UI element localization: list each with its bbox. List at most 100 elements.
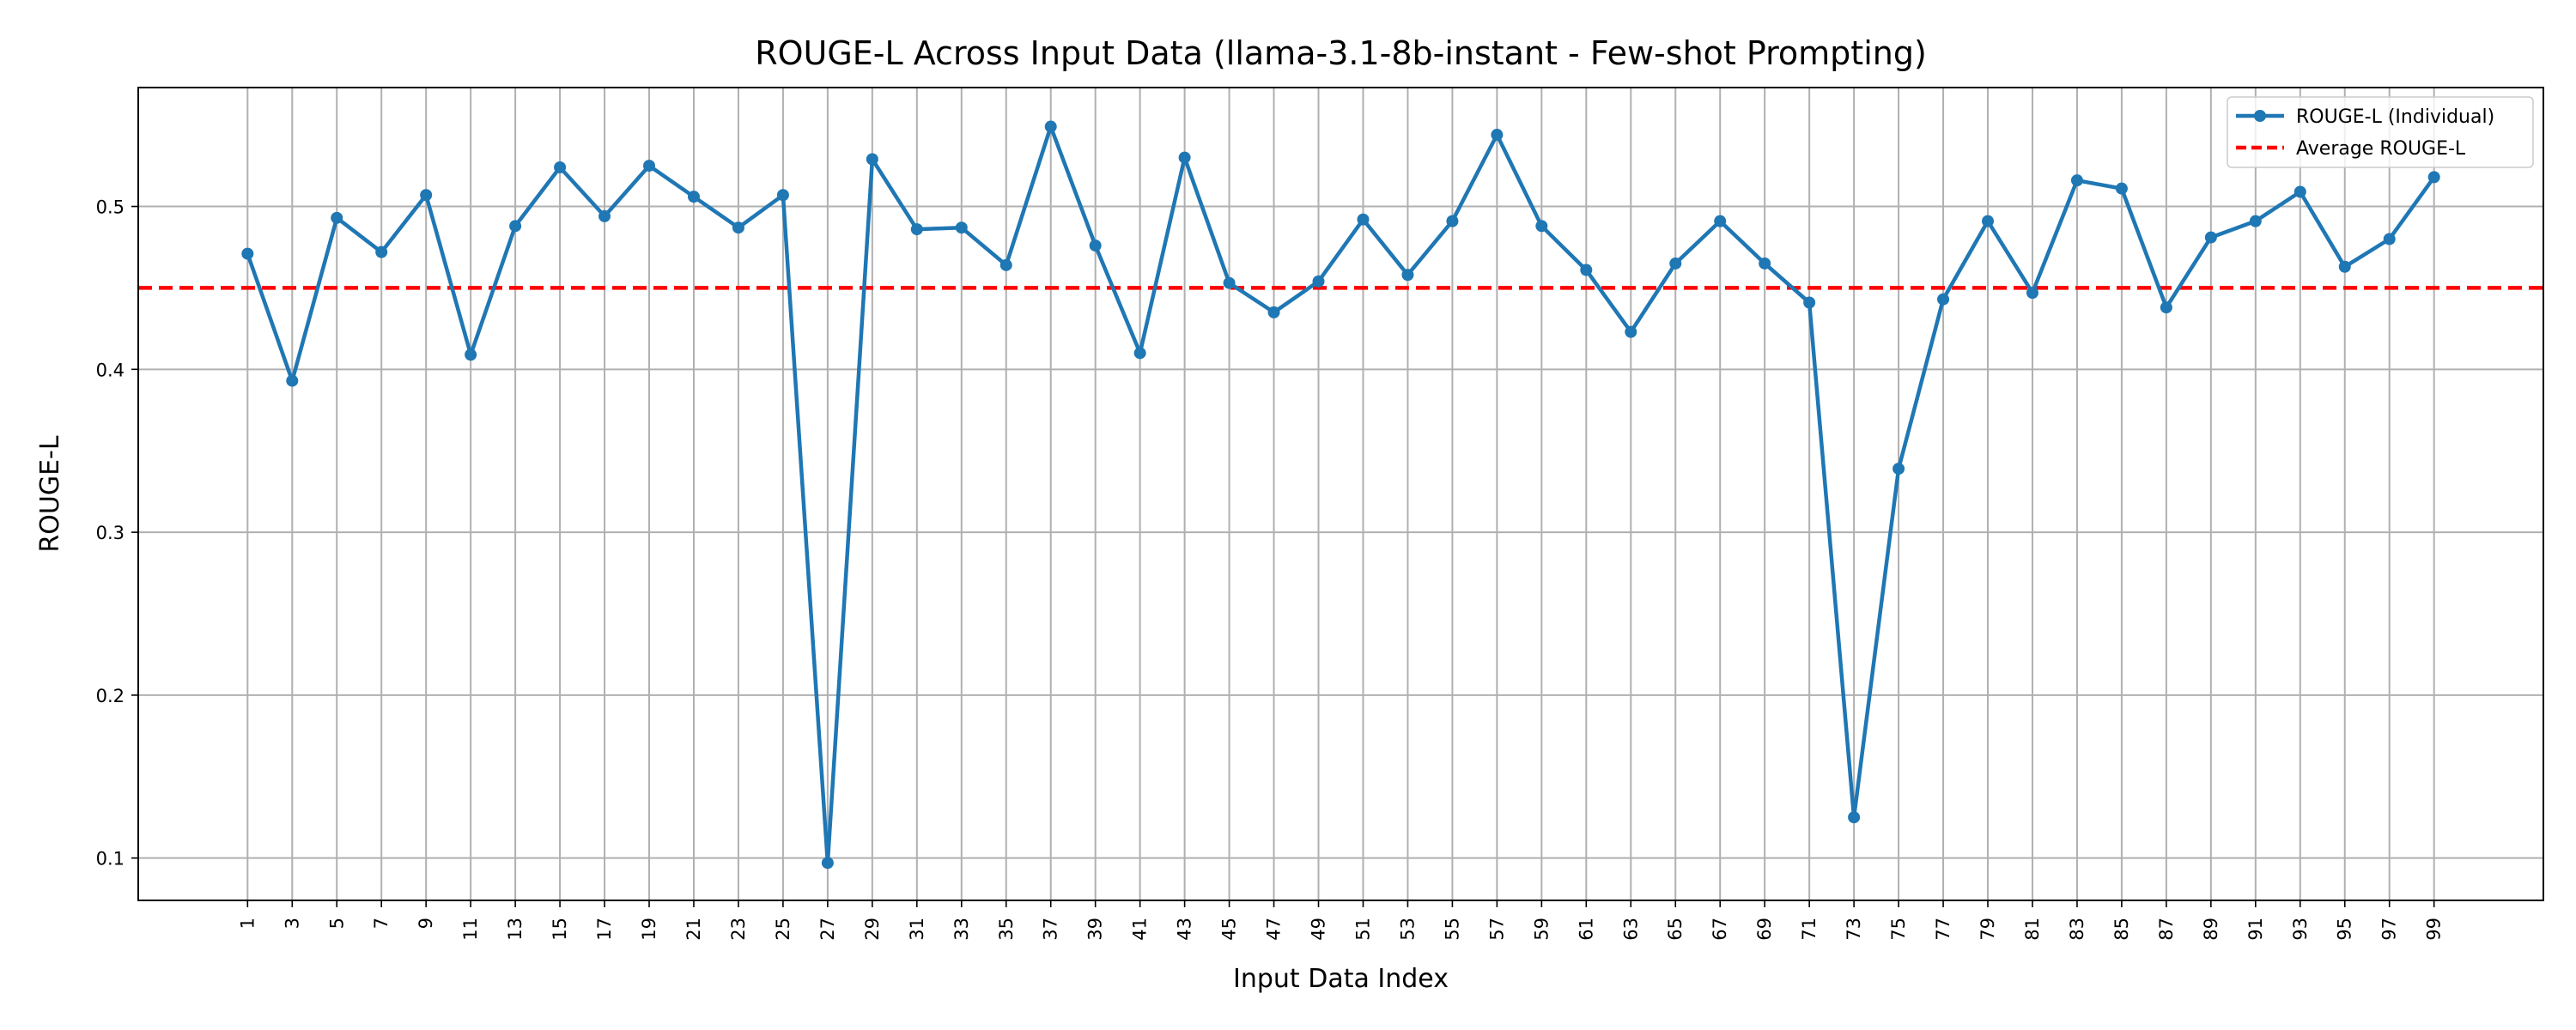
y-tick-label: 0.2	[96, 686, 125, 706]
data-point	[1669, 257, 1682, 270]
x-tick-label: 87	[2156, 918, 2177, 941]
x-tick-label: 17	[594, 918, 615, 941]
x-tick-label: 27	[817, 918, 838, 941]
data-point	[1223, 276, 1236, 289]
x-axis-ticks: 1 3 5 7 9 11 13 15 17 19 21 23 25 27 29 31 33 35 37 39 41 43 4…	[237, 900, 2445, 941]
data-point	[1848, 811, 1861, 824]
x-tick-label: 41	[1130, 918, 1151, 941]
data-point	[1267, 306, 1280, 318]
x-tick-label: 89	[2201, 918, 2221, 941]
data-point	[1580, 264, 1593, 276]
data-point	[1714, 215, 1727, 227]
x-tick-label: 71	[1799, 918, 1820, 941]
x-tick-label: 45	[1219, 918, 1240, 941]
x-tick-label: 65	[1665, 918, 1686, 941]
y-tick-label: 0.4	[96, 360, 125, 380]
data-point	[1044, 120, 1057, 133]
data-point	[776, 189, 789, 202]
y-axis-ticks: 0.1 0.2 0.3 0.4 0.5	[96, 197, 138, 869]
x-tick-label: 77	[1933, 918, 1953, 941]
legend: ROUGE-L (Individual) Average ROUGE-L	[2227, 96, 2534, 168]
x-tick-label: 59	[1531, 918, 1552, 941]
data-point	[643, 160, 656, 173]
x-tick-label: 39	[1085, 918, 1106, 941]
data-point	[1535, 220, 1548, 233]
series-line-individual	[246, 124, 2436, 865]
x-tick-label: 83	[2067, 918, 2087, 941]
x-tick-label: 37	[1041, 918, 1061, 941]
data-point	[821, 857, 834, 869]
x-tick-label: 75	[1888, 918, 1909, 941]
data-point	[732, 221, 744, 234]
x-tick-label: 47	[1264, 918, 1285, 941]
data-point	[331, 211, 343, 224]
y-tick-label: 0.5	[96, 197, 125, 218]
x-tick-label: 11	[460, 918, 481, 941]
x-tick-label: 73	[1844, 918, 1864, 941]
x-tick-label: 25	[773, 918, 793, 941]
data-point	[2293, 185, 2306, 198]
x-tick-label: 31	[907, 918, 927, 941]
x-tick-label: 5	[326, 918, 347, 929]
data-point	[1893, 463, 1905, 476]
data-point	[509, 220, 522, 233]
data-point	[910, 223, 923, 236]
legend-label-average: Average ROUGE-L	[2296, 138, 2466, 160]
x-tick-label: 81	[2022, 918, 2043, 941]
grid-layer	[138, 88, 2543, 900]
x-tick-label: 99	[2424, 918, 2445, 941]
x-axis-label: Input Data Index	[1233, 964, 1449, 994]
data-point	[2249, 215, 2262, 227]
x-tick-label: 9	[416, 918, 436, 929]
x-tick-label: 63	[1620, 918, 1641, 941]
data-point	[1937, 293, 1950, 306]
legend-marker-individual	[2254, 110, 2266, 122]
legend-box	[2227, 96, 2534, 168]
x-tick-label: 69	[1754, 918, 1775, 941]
x-tick-label: 97	[2379, 918, 2400, 941]
data-point	[2338, 260, 2351, 273]
data-point	[286, 374, 299, 387]
data-point	[1312, 275, 1325, 288]
x-tick-label: 23	[728, 918, 749, 941]
data-point	[866, 153, 878, 166]
y-tick-label: 0.3	[96, 523, 125, 543]
data-point	[1089, 239, 1102, 252]
x-tick-label: 95	[2335, 918, 2355, 941]
x-tick-label: 57	[1486, 918, 1507, 941]
data-point	[999, 258, 1012, 271]
data-point	[598, 209, 611, 222]
x-tick-label: 93	[2290, 918, 2311, 941]
x-tick-label: 85	[2111, 918, 2132, 941]
data-point	[2427, 171, 2440, 184]
data-point	[1759, 257, 1771, 270]
data-point	[1178, 151, 1191, 164]
x-tick-label: 21	[683, 918, 704, 941]
data-point	[465, 348, 477, 361]
data-point	[2383, 233, 2396, 245]
plot-frame	[137, 87, 2544, 901]
data-point	[1625, 325, 1637, 338]
x-tick-label: 79	[1978, 918, 1998, 941]
data-point	[1491, 129, 1504, 142]
x-tick-label: 91	[2245, 918, 2266, 941]
x-tick-label: 35	[996, 918, 1017, 941]
x-tick-label: 33	[951, 918, 972, 941]
x-tick-label: 15	[550, 918, 570, 941]
data-point	[1357, 213, 1370, 226]
data-point	[1401, 269, 1414, 282]
x-tick-label: 49	[1309, 918, 1329, 941]
data-point	[2070, 174, 2083, 187]
chart-title: ROUGE-L Across Input Data (llama-3.1-8b-…	[755, 34, 1927, 72]
data-point	[687, 191, 700, 203]
data-point	[554, 161, 567, 173]
x-tick-label: 67	[1710, 918, 1730, 941]
data-point	[2115, 182, 2128, 195]
y-axis-label: ROUGE-L	[35, 435, 65, 552]
data-point	[420, 189, 433, 202]
data-point	[2026, 287, 2038, 300]
x-tick-label: 61	[1576, 918, 1596, 941]
legend-label-individual: ROUGE-L (Individual)	[2296, 106, 2494, 128]
